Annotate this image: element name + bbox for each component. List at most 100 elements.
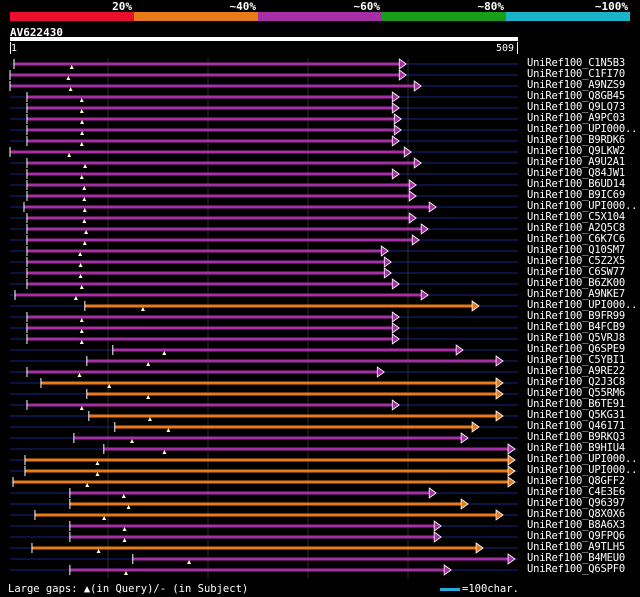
alignment-end-arrow: [471, 300, 480, 312]
alignment-bar: [69, 524, 435, 528]
alignment-end-arrow: [413, 80, 422, 92]
query-gap-marker: [187, 560, 192, 564]
hit-label[interactable]: UniRef100_Q8GB45: [527, 90, 625, 102]
hit-label[interactable]: UniRef100_UPI000..: [527, 200, 638, 212]
hit-label[interactable]: UniRef100_UPI000..: [527, 464, 638, 476]
query-gap-marker: [67, 153, 72, 157]
alignment-bar: [112, 348, 457, 352]
alignment-end-arrow: [391, 168, 400, 180]
hit-label[interactable]: UniRef100_B9HIU4: [527, 442, 625, 454]
hit-label[interactable]: UniRef100_B9FR99: [527, 310, 625, 322]
hit-label[interactable]: UniRef100_Q9LKW2: [527, 145, 625, 157]
query-gap-marker: [82, 208, 87, 212]
query-gap-marker: [96, 549, 101, 553]
hit-label[interactable]: UniRef100_C5YBI1: [527, 354, 625, 366]
query-gap-marker: [66, 76, 71, 80]
alignment-end-arrow: [471, 421, 480, 433]
hit-label[interactable]: UniRef100_B6TE91: [527, 398, 625, 410]
alignment-bar: [14, 293, 422, 297]
hit-label[interactable]: UniRef100_Q9FPQ6: [527, 530, 625, 542]
query-end: 509: [496, 43, 515, 54]
hit-label[interactable]: UniRef100_UPI000..: [527, 123, 638, 135]
legend-segment: [134, 12, 258, 21]
hit-label[interactable]: UniRef100_A9TLH5: [527, 541, 625, 553]
alignment-end-arrow: [460, 498, 469, 510]
hit-label[interactable]: UniRef100_B8A6X3: [527, 519, 625, 531]
hit-label[interactable]: UniRef100_Q8X0X6: [527, 508, 625, 520]
alignment-bar: [24, 458, 509, 462]
query-gap-marker: [82, 241, 87, 245]
query-gap-marker: [162, 351, 167, 355]
legend-segment: [258, 12, 382, 21]
query-gap-marker: [95, 461, 100, 465]
hit-label[interactable]: UniRef100_UPI000..: [527, 453, 638, 465]
query-gap-marker: [82, 197, 87, 201]
identity-legend-bar: [10, 12, 630, 21]
hit-label[interactable]: UniRef100_Q46171: [527, 420, 625, 432]
hit-label[interactable]: UniRef100_B4MEU0: [527, 552, 625, 564]
hit-label[interactable]: UniRef100_A9NZS9: [527, 79, 625, 91]
hit-label[interactable]: UniRef100_C6K7C6: [527, 233, 625, 245]
alignment-end-arrow: [408, 179, 417, 191]
hit-label[interactable]: UniRef100_Q96397: [527, 497, 625, 509]
hit-label[interactable]: UniRef100_C4E3E6: [527, 486, 625, 498]
query-bar: [10, 37, 518, 41]
alignment-bar: [26, 370, 378, 374]
legend-segment: [10, 12, 134, 21]
hit-label[interactable]: UniRef100_C5Z2X5: [527, 255, 625, 267]
hit-label[interactable]: UniRef100_Q8GFF2: [527, 475, 625, 487]
hit-label[interactable]: UniRef100_UPI000..: [527, 299, 638, 311]
hit-label[interactable]: UniRef100_B9RKQ3: [527, 431, 625, 443]
alignment-end-arrow: [443, 564, 452, 576]
hit-label[interactable]: UniRef100_C1N5B3: [527, 57, 625, 69]
hit-label[interactable]: UniRef100_C1FI70: [527, 68, 625, 80]
footer-legend: Large gaps: ▲(in Query)/- (in Subject): [8, 583, 249, 595]
hit-label[interactable]: UniRef100_Q9LQ73: [527, 101, 625, 113]
hit-label[interactable]: UniRef100_Q6SPE9: [527, 343, 625, 355]
hit-label[interactable]: UniRef100_Q5KG31: [527, 409, 625, 421]
alignment-bar: [69, 568, 445, 572]
legend-segment: [506, 12, 630, 21]
alignment-bar: [69, 491, 430, 495]
alignment-bar: [26, 95, 393, 99]
alignment-end-arrow: [507, 454, 516, 466]
query-gap-marker: [126, 505, 131, 509]
hit-label[interactable]: UniRef100_B9RDK6: [527, 134, 625, 146]
hit-label[interactable]: UniRef100_B9IC69: [527, 189, 625, 201]
alignment-end-arrow: [507, 476, 516, 488]
alignment-bar: [26, 172, 393, 176]
alignment-bar: [103, 447, 509, 451]
alignment-end-arrow: [433, 520, 442, 532]
hit-label[interactable]: UniRef100_C5X104: [527, 211, 625, 223]
alignment-bar: [26, 128, 395, 132]
hit-label[interactable]: UniRef100_Q55RM6: [527, 387, 625, 399]
hit-label[interactable]: UniRef100_A2Q5C8: [527, 222, 625, 234]
alignment-bar: [132, 557, 509, 561]
query-gap-marker: [78, 263, 83, 267]
hit-label[interactable]: UniRef100_B4FCB9: [527, 321, 625, 333]
hit-label[interactable]: UniRef100_Q6SPF0: [527, 563, 625, 575]
alignment-end-arrow: [507, 443, 516, 455]
alignment-bar: [73, 436, 462, 440]
hit-label[interactable]: UniRef100_A9U2A1: [527, 156, 625, 168]
hit-label[interactable]: UniRef100_Q10SM7: [527, 244, 625, 256]
hit-label[interactable]: UniRef100_B6ZK00: [527, 277, 625, 289]
alignment-bar: [26, 249, 382, 253]
alignment-end-arrow: [393, 113, 402, 125]
query-gap-marker: [124, 571, 129, 575]
alignment-end-arrow: [391, 399, 400, 411]
hit-label[interactable]: UniRef100_Q5VRJ8: [527, 332, 625, 344]
alignment-end-arrow: [420, 289, 429, 301]
alignment-bar: [24, 469, 509, 473]
alignment-bar: [26, 117, 395, 121]
hit-label[interactable]: UniRef100_A9PC03: [527, 112, 625, 124]
alignment-bar: [12, 480, 509, 484]
hit-label[interactable]: UniRef100_Q84JW1: [527, 167, 625, 179]
hit-label[interactable]: UniRef100_A9NKE7: [527, 288, 625, 300]
query-gap-marker: [122, 538, 127, 542]
hit-label[interactable]: UniRef100_C6SW77: [527, 266, 625, 278]
hit-label[interactable]: UniRef100_B6UD14: [527, 178, 625, 190]
hit-label[interactable]: UniRef100_A9RE22: [527, 365, 625, 377]
query-gap-marker: [82, 219, 87, 223]
hit-label[interactable]: UniRef100_Q2J3C8: [527, 376, 625, 388]
